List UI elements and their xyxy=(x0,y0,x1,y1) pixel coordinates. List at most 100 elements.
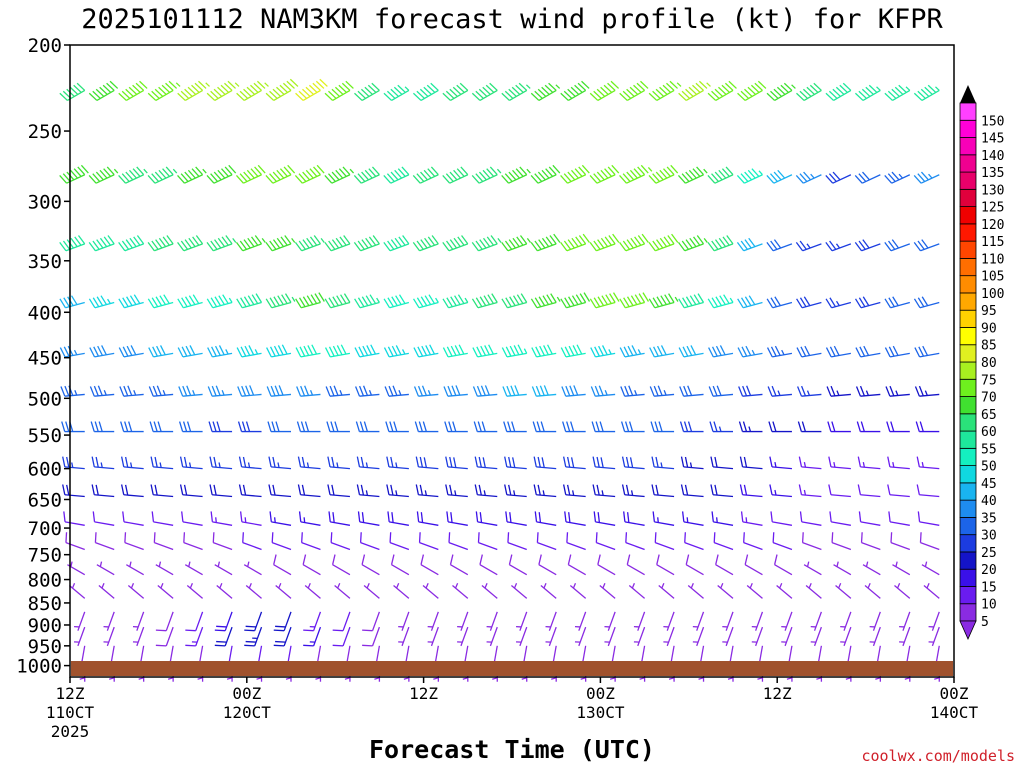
wind-barb xyxy=(472,344,498,358)
wind-barb xyxy=(708,385,734,397)
credit-text: coolwx.com/models xyxy=(861,747,1015,765)
wind-barb xyxy=(422,583,439,599)
colorbar-label: 95 xyxy=(981,304,997,319)
wind-barb xyxy=(294,164,325,184)
wind-barb xyxy=(354,344,380,358)
wind-barb xyxy=(449,554,469,576)
wind-barb xyxy=(94,532,115,551)
wind-barb xyxy=(770,511,793,526)
wind-barb xyxy=(301,532,321,551)
wind-barb xyxy=(209,456,233,470)
wind-barb xyxy=(680,456,704,470)
wind-barb xyxy=(91,456,115,470)
wind-barb xyxy=(474,484,498,498)
wind-barb xyxy=(209,484,233,498)
wind-barb xyxy=(266,385,292,397)
wind-barb xyxy=(562,484,586,498)
wind-barb xyxy=(383,294,410,309)
wind-barb xyxy=(560,292,591,309)
x-tick-label: 12Z xyxy=(409,684,438,703)
wind-barb xyxy=(888,511,910,526)
wind-barb xyxy=(890,532,911,551)
wind-barb xyxy=(561,385,586,397)
wind-barb xyxy=(739,484,763,498)
wind-barb xyxy=(103,626,115,647)
wind-barb xyxy=(536,532,557,551)
wind-barb xyxy=(798,484,822,498)
wind-barb xyxy=(795,240,822,252)
wind-barb xyxy=(604,611,616,631)
wind-barb xyxy=(296,421,321,433)
wind-barb xyxy=(445,456,468,470)
y-tick-label: 600 xyxy=(28,459,62,481)
wind-barb xyxy=(857,484,881,498)
wind-barb xyxy=(854,239,881,252)
colorbar-label: 85 xyxy=(981,339,997,354)
wind-barb xyxy=(472,385,498,397)
wind-barb xyxy=(103,611,115,631)
wind-barb xyxy=(179,484,203,498)
wind-barb xyxy=(679,385,704,397)
wind-barb xyxy=(207,385,233,397)
wind-barb xyxy=(355,385,380,397)
wind-barb xyxy=(355,421,380,433)
wind-barb xyxy=(710,456,734,470)
wind-barb xyxy=(649,385,675,397)
wind-barb xyxy=(92,511,115,526)
wind-barb xyxy=(562,456,586,470)
wind-barb xyxy=(150,456,174,470)
y-tick-label: 850 xyxy=(28,593,62,615)
colorbar-label: 45 xyxy=(981,477,997,492)
wind-barb xyxy=(679,421,704,433)
wind-barb xyxy=(457,626,469,647)
wind-barb xyxy=(477,532,498,551)
wind-barb xyxy=(648,293,679,309)
wind-barb xyxy=(713,532,734,551)
wind-barb xyxy=(444,421,468,433)
wind-barb xyxy=(357,511,380,526)
wind-barb xyxy=(566,532,586,551)
wind-barb xyxy=(331,554,351,576)
wind-barb xyxy=(216,583,233,599)
wind-barb xyxy=(118,345,144,358)
wind-barb xyxy=(98,583,115,599)
wind-barb xyxy=(738,421,763,433)
wind-barb xyxy=(884,296,910,309)
wind-barb xyxy=(212,532,233,551)
wind-barb xyxy=(415,456,439,470)
wind-barb xyxy=(267,421,291,433)
wind-barb xyxy=(825,82,852,101)
wind-barb xyxy=(831,532,852,551)
wind-barb xyxy=(471,235,502,252)
wind-barb xyxy=(707,80,737,101)
wind-barb xyxy=(359,532,380,551)
wind-barb xyxy=(803,561,822,576)
y-tick-label: 800 xyxy=(28,570,62,592)
y-tick-label: 650 xyxy=(28,489,62,511)
colorbar-label: 150 xyxy=(981,114,1004,129)
wind-barb xyxy=(398,611,410,631)
wind-barb xyxy=(445,484,468,498)
y-tick-label: 900 xyxy=(28,615,62,637)
colorbar-swatch xyxy=(959,137,977,156)
wind-barb xyxy=(295,78,328,101)
wind-barb xyxy=(88,80,119,101)
wind-barb xyxy=(619,233,649,252)
wind-barb xyxy=(354,82,380,101)
colorbar-label: 100 xyxy=(981,287,1004,302)
wind-barb xyxy=(122,511,144,526)
wind-barb xyxy=(916,484,940,498)
colorbar-label: 120 xyxy=(981,218,1004,233)
wind-barb xyxy=(386,456,409,470)
y-tick-label: 300 xyxy=(28,191,62,213)
colorbar-label: 25 xyxy=(981,546,997,561)
wind-barb xyxy=(298,511,321,526)
wind-barb xyxy=(827,421,851,433)
wind-barb xyxy=(833,561,852,576)
wind-barb xyxy=(177,235,204,252)
wind-barb xyxy=(383,166,410,184)
wind-barb xyxy=(412,82,439,101)
y-tick-label: 350 xyxy=(28,251,62,273)
wind-barb xyxy=(393,583,410,599)
wind-barb xyxy=(709,421,733,433)
